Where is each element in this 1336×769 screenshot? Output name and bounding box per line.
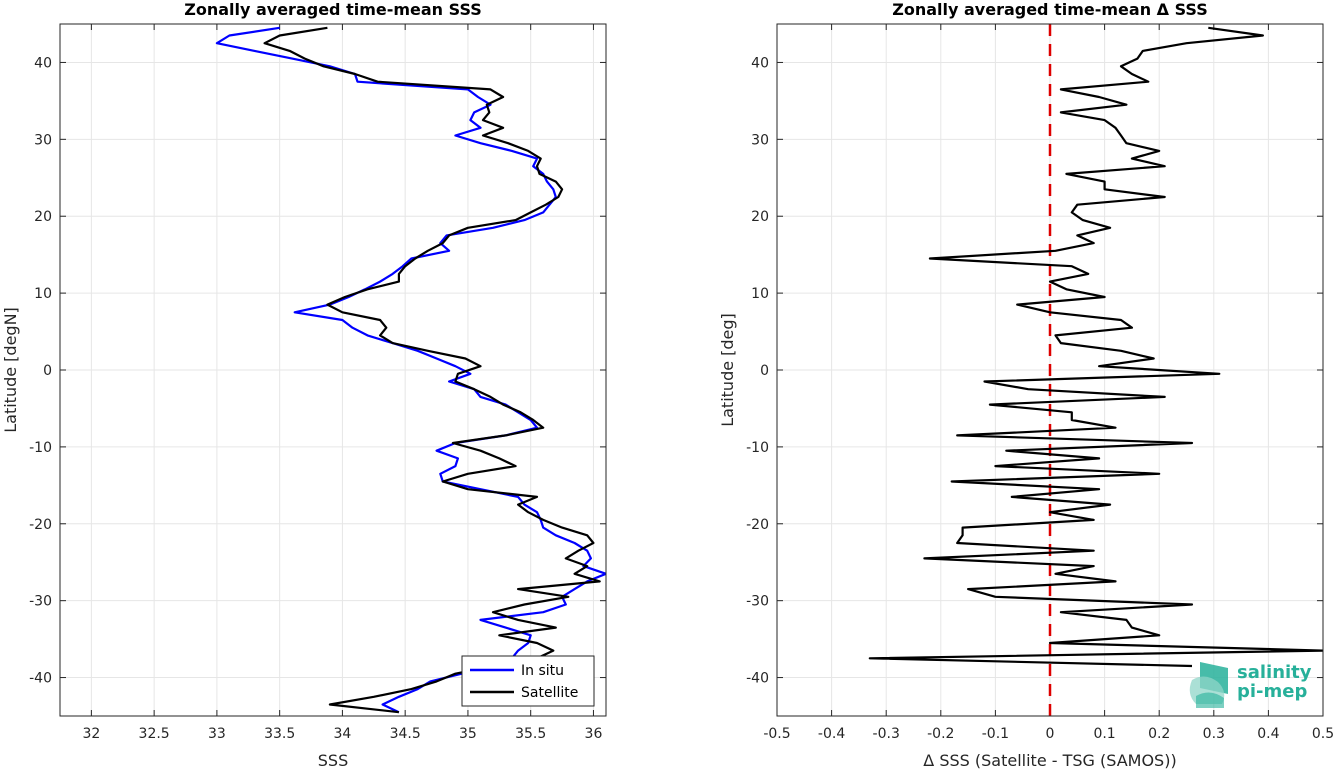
y-tick-label: -30 <box>29 594 52 610</box>
y-tick-label: -40 <box>29 671 52 687</box>
x-tick-label: 33.5 <box>264 726 295 742</box>
x-tick-label: 34 <box>333 726 351 742</box>
x-tick-labels: -0.5 -0.4 -0.3 -0.2 -0.1 0 0.1 0.2 0.3 0.4 0.5 <box>763 726 1334 742</box>
y-axis-label: Latitude [deg] <box>718 313 737 427</box>
y-tick-label: 40 <box>34 55 52 71</box>
axes-box <box>776 23 1324 717</box>
y-tick-label: 30 <box>34 132 52 148</box>
y-tick-label: -10 <box>29 440 52 456</box>
y-tick-label: 40 <box>751 55 769 71</box>
delta-sss-panel: -0.5 -0.4 -0.3 -0.2 -0.1 0 0.1 0.2 0.3 0.4 0.5 40 3… <box>718 0 1334 769</box>
x-tick-label: 0 <box>1046 726 1055 742</box>
y-tick-label: 10 <box>751 286 769 302</box>
y-tick-label: -40 <box>746 671 769 687</box>
logo-waves-icon <box>1189 662 1228 708</box>
x-tick-label: 0.1 <box>1093 726 1115 742</box>
y-tick-label: -30 <box>746 594 769 610</box>
legend-box <box>461 655 595 707</box>
x-tick-label: 32.5 <box>139 726 170 742</box>
y-tick-label: 30 <box>751 132 769 148</box>
x-tick-label: 34.5 <box>390 726 421 742</box>
x-tick-label: 35.5 <box>515 726 546 742</box>
legend: In situ Satellite <box>461 655 595 707</box>
y-tick-label: 0 <box>43 363 52 379</box>
legend-label-satellite: Satellite <box>521 685 578 701</box>
y-tick-label: -20 <box>29 517 52 533</box>
y-tick-label: 10 <box>34 286 52 302</box>
x-axis-label: Δ SSS (Satellite - TSG (SAMOS)) <box>923 751 1176 769</box>
series-line-0 <box>868 26 1323 668</box>
sss-panel: 32 32.5 33 33.5 34 34.5 35 35.5 36 40 30 20 10 0 -10 -… <box>1 0 607 769</box>
chart-title: Zonally averaged time-mean SSS <box>184 0 482 19</box>
series-lines <box>868 26 1323 668</box>
x-tick-label: 36 <box>585 726 603 742</box>
x-axis-label: SSS <box>318 751 348 769</box>
x-tick-label: 0.2 <box>1148 726 1170 742</box>
series-lines <box>215 26 606 714</box>
salinity-pi-mep-logo: salinity pi-mep <box>1189 662 1312 708</box>
x-tick-label: 0.5 <box>1312 726 1334 742</box>
y-tick-label: 0 <box>760 363 769 379</box>
y-tick-label: 20 <box>751 209 769 225</box>
logo-text-pi-mep: pi-mep <box>1237 681 1307 702</box>
y-tick-labels: 40 30 20 10 0 -10 -20 -30 -40 <box>746 55 769 686</box>
axes-box <box>59 23 607 717</box>
x-tick-label: -0.4 <box>818 726 845 742</box>
x-tick-label: 33 <box>208 726 226 742</box>
x-tick-labels: 32 32.5 33 33.5 34 34.5 35 35.5 36 <box>82 726 602 742</box>
y-tick-labels: 40 30 20 10 0 -10 -20 -30 -40 <box>29 55 52 686</box>
x-tick-label: 32 <box>82 726 100 742</box>
y-tick-label: -20 <box>746 517 769 533</box>
x-tick-label: -0.1 <box>982 726 1009 742</box>
legend-label-in-situ: In situ <box>521 663 564 679</box>
y-tick-label: -10 <box>746 440 769 456</box>
x-tick-label: -0.3 <box>873 726 900 742</box>
y-axis-label: Latitude [degN] <box>1 307 20 433</box>
series-line-1 <box>263 26 601 714</box>
x-tick-label: -0.5 <box>763 726 790 742</box>
chart-title: Zonally averaged time-mean Δ SSS <box>892 0 1208 19</box>
y-tick-label: 20 <box>34 209 52 225</box>
x-tick-label: -0.2 <box>927 726 954 742</box>
logo-text-salinity: salinity <box>1237 662 1312 683</box>
x-tick-label: 35 <box>459 726 477 742</box>
x-tick-label: 0.3 <box>1203 726 1225 742</box>
x-tick-label: 0.4 <box>1257 726 1279 742</box>
